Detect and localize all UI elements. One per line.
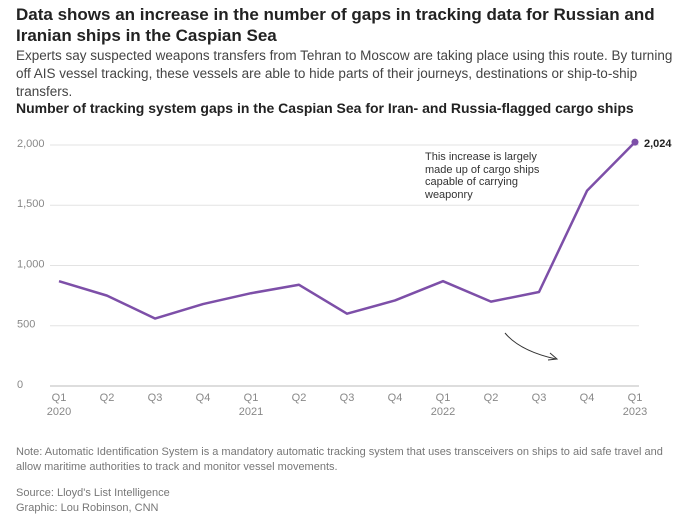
- note: Note: Automatic Identification System is…: [16, 446, 663, 473]
- x-tick-label: Q2: [484, 392, 499, 404]
- y-tick-label: 1,500: [17, 198, 45, 210]
- arrow-head: [547, 352, 559, 361]
- credit: Graphic: Lou Robinson, CNN: [16, 502, 159, 514]
- x-tick-label: Q1 2021: [239, 392, 263, 418]
- annotation-box: This increase is largely made up of carg…: [425, 151, 540, 201]
- x-tick-label: Q4: [196, 392, 211, 404]
- annotation: This increase is largely made up of carg…: [425, 151, 540, 201]
- x-tick-label: Q2: [292, 392, 307, 404]
- end-point: [631, 138, 639, 146]
- x-tick-label: Q3: [532, 392, 547, 404]
- y-tick-label: 0: [17, 379, 23, 391]
- x-tick-label: Q1 2022: [431, 392, 455, 418]
- annotation-arrow: [504, 332, 557, 360]
- y-tick-label: 2,000: [17, 138, 45, 150]
- x-tick-label: Q1 2020: [47, 392, 71, 418]
- x-tick-label: Q4: [388, 392, 403, 404]
- value-label: 2,024: [644, 138, 672, 150]
- subtitle: Experts say suspected weapons transfers …: [16, 48, 673, 99]
- y-tick-label: 1,000: [17, 258, 45, 270]
- source: Source: Lloyd's List Intelligence: [16, 487, 170, 499]
- line: [58, 141, 636, 320]
- chart: 0 500 1,000 1,500 2,000 Q1 2020 Q2 Q3 Q4 Q1 2021 Q2 Q…: [17, 138, 672, 418]
- chart-title: Number of tracking system gaps in the Ca…: [16, 100, 634, 116]
- x-tick-label: Q1 2023: [623, 392, 647, 418]
- y-tick-label: 500: [17, 319, 35, 331]
- x-tick-label: Q3: [148, 392, 163, 404]
- x-tick-label: Q2: [100, 392, 115, 404]
- x-tick-label: Q3: [340, 392, 355, 404]
- x-tick-label: Q4: [580, 392, 595, 404]
- title: Data shows an increase in the number of …: [16, 5, 655, 45]
